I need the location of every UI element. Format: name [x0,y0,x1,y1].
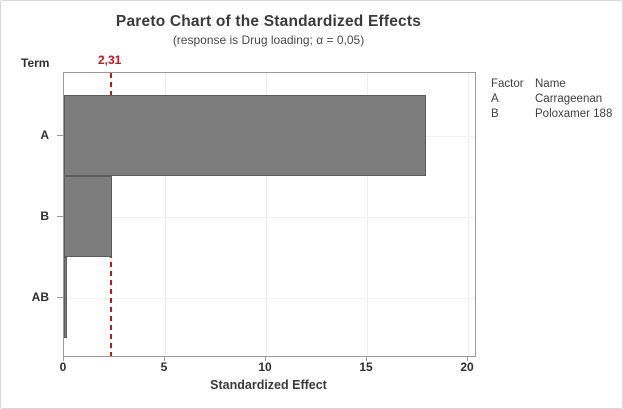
x-tick-20 [467,356,468,361]
chart-title: Pareto Chart of the Standardized Effects [115,13,422,30]
y-tick-label-A: A [40,127,49,142]
x-tick-label-20: 20 [460,360,474,374]
x-gridline-20 [468,73,469,356]
x-gridline-10 [266,73,267,356]
legend-row-B: B Poloxamer 188 [491,107,612,122]
x-tick-5 [164,356,165,361]
legend-row-A: A Carrageenan [491,92,612,107]
y-tick-AB [57,296,63,298]
bar-A [64,95,426,176]
x-gridline-15 [367,73,368,356]
y-gridline-AB [64,297,475,299]
bar-AB [64,257,68,338]
chart-subtitle: (response is Drug loading; α = 0,05) [172,33,365,47]
y-tick-A [57,134,63,136]
plot-area [63,72,476,357]
x-tick-0 [63,356,64,361]
y-gridline-B [64,216,475,218]
x-axis-title: Standardized Effect [210,378,327,392]
legend-header-row: Factor Name [491,77,612,92]
legend-col-name: Name [535,78,566,90]
y-tick-label-B: B [40,208,49,223]
legend-name-B: Poloxamer 188 [535,108,613,120]
y-axis-title: Term [21,56,50,70]
y-tick-label-AB: AB [31,289,49,304]
legend-col-factor: Factor [491,78,524,90]
x-tick-10 [265,356,266,361]
x-tick-label-0: 0 [59,360,67,374]
x-gridline-5 [165,73,166,356]
legend-name-A: Carrageenan [535,93,603,105]
reference-line-label: 2,31 [97,53,122,67]
legend-factor-B: B [491,108,499,120]
x-tick-label-5: 5 [160,360,168,374]
y-tick-B [57,215,63,217]
x-tick-15 [366,356,367,361]
x-tick-label-15: 15 [359,360,373,374]
x-tick-label-10: 10 [258,360,272,374]
legend-factor-A: A [491,93,499,105]
bar-B [64,176,112,257]
factor-legend: Factor Name A Carrageenan B Poloxamer 188 [491,77,612,122]
